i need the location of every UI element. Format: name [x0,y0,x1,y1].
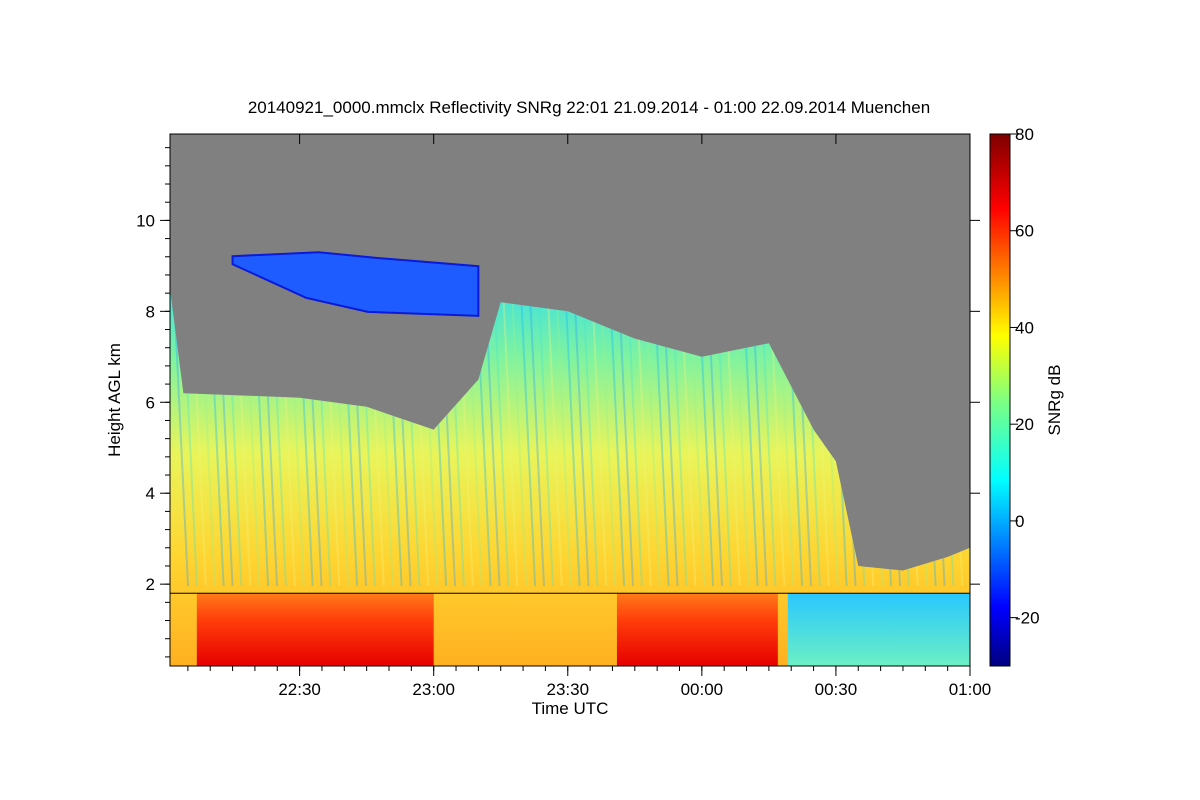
y-tick-label: 8 [146,302,155,321]
y-tick-label: 4 [146,484,155,503]
plot-frame [169,133,971,667]
fall-streak [537,293,554,587]
fall-streak [600,293,617,587]
cirrus-layer [231,251,480,317]
colorbar-tick-label: -20 [1015,609,1040,628]
fall-streak [582,293,599,587]
fall-streak [493,293,510,587]
fall-streak [635,293,652,587]
fall-streak [546,293,563,587]
plot-area [170,134,970,666]
y-tick-label: 2 [146,575,155,594]
x-tick-label: 00:30 [815,680,858,699]
x-tick-label: 00:00 [681,680,724,699]
colorbar-tick-label: 80 [1015,125,1034,144]
colorbar-label: SNRg dB [1045,365,1064,436]
strong-echo-periods [196,593,778,666]
x-tick-label: 01:00 [949,680,992,699]
strong-echo-period [616,593,778,666]
x-axis-label: Time UTC [532,699,609,718]
y-tick-label: 10 [136,211,155,230]
fall-streak [573,293,590,587]
fall-streak [520,293,537,587]
fall-streak [609,293,626,587]
fall-streak [173,293,189,587]
x-axis: 22:30 23:00 23:30 00:00 00:30 01:00 [187,134,992,699]
fall-streak [626,293,643,587]
fall-streak [591,293,608,587]
fall-streak [564,293,581,587]
y-axis: 2 4 6 8 10 [136,147,980,658]
x-tick-label: 22:30 [278,680,321,699]
colorbar-tick-label: 60 [1015,222,1034,241]
x-tick-label: 23:30 [546,680,589,699]
y-tick-label: 6 [146,393,155,412]
fall-streak [511,293,528,587]
x-tick-label: 23:00 [412,680,455,699]
fall-streak [502,293,519,587]
fall-streak [529,293,545,587]
fall-streak [618,293,634,587]
fall-streak [555,293,572,587]
y-axis-label: Height AGL km [105,343,124,457]
colorbar [989,133,1011,667]
colorbar-tick-label: 0 [1015,512,1024,531]
colorbar-tick-label: 20 [1015,415,1034,434]
chart-title: 20140921_0000.mmclx Reflectivity SNRg 22… [248,98,930,117]
colorbar-ticks: -20 0 20 40 60 80 [1010,125,1040,628]
strong-echo-period [196,593,434,666]
fall-streak [644,293,661,587]
lower-right-echo [787,593,970,666]
colorbar-tick-label: 40 [1015,318,1034,337]
